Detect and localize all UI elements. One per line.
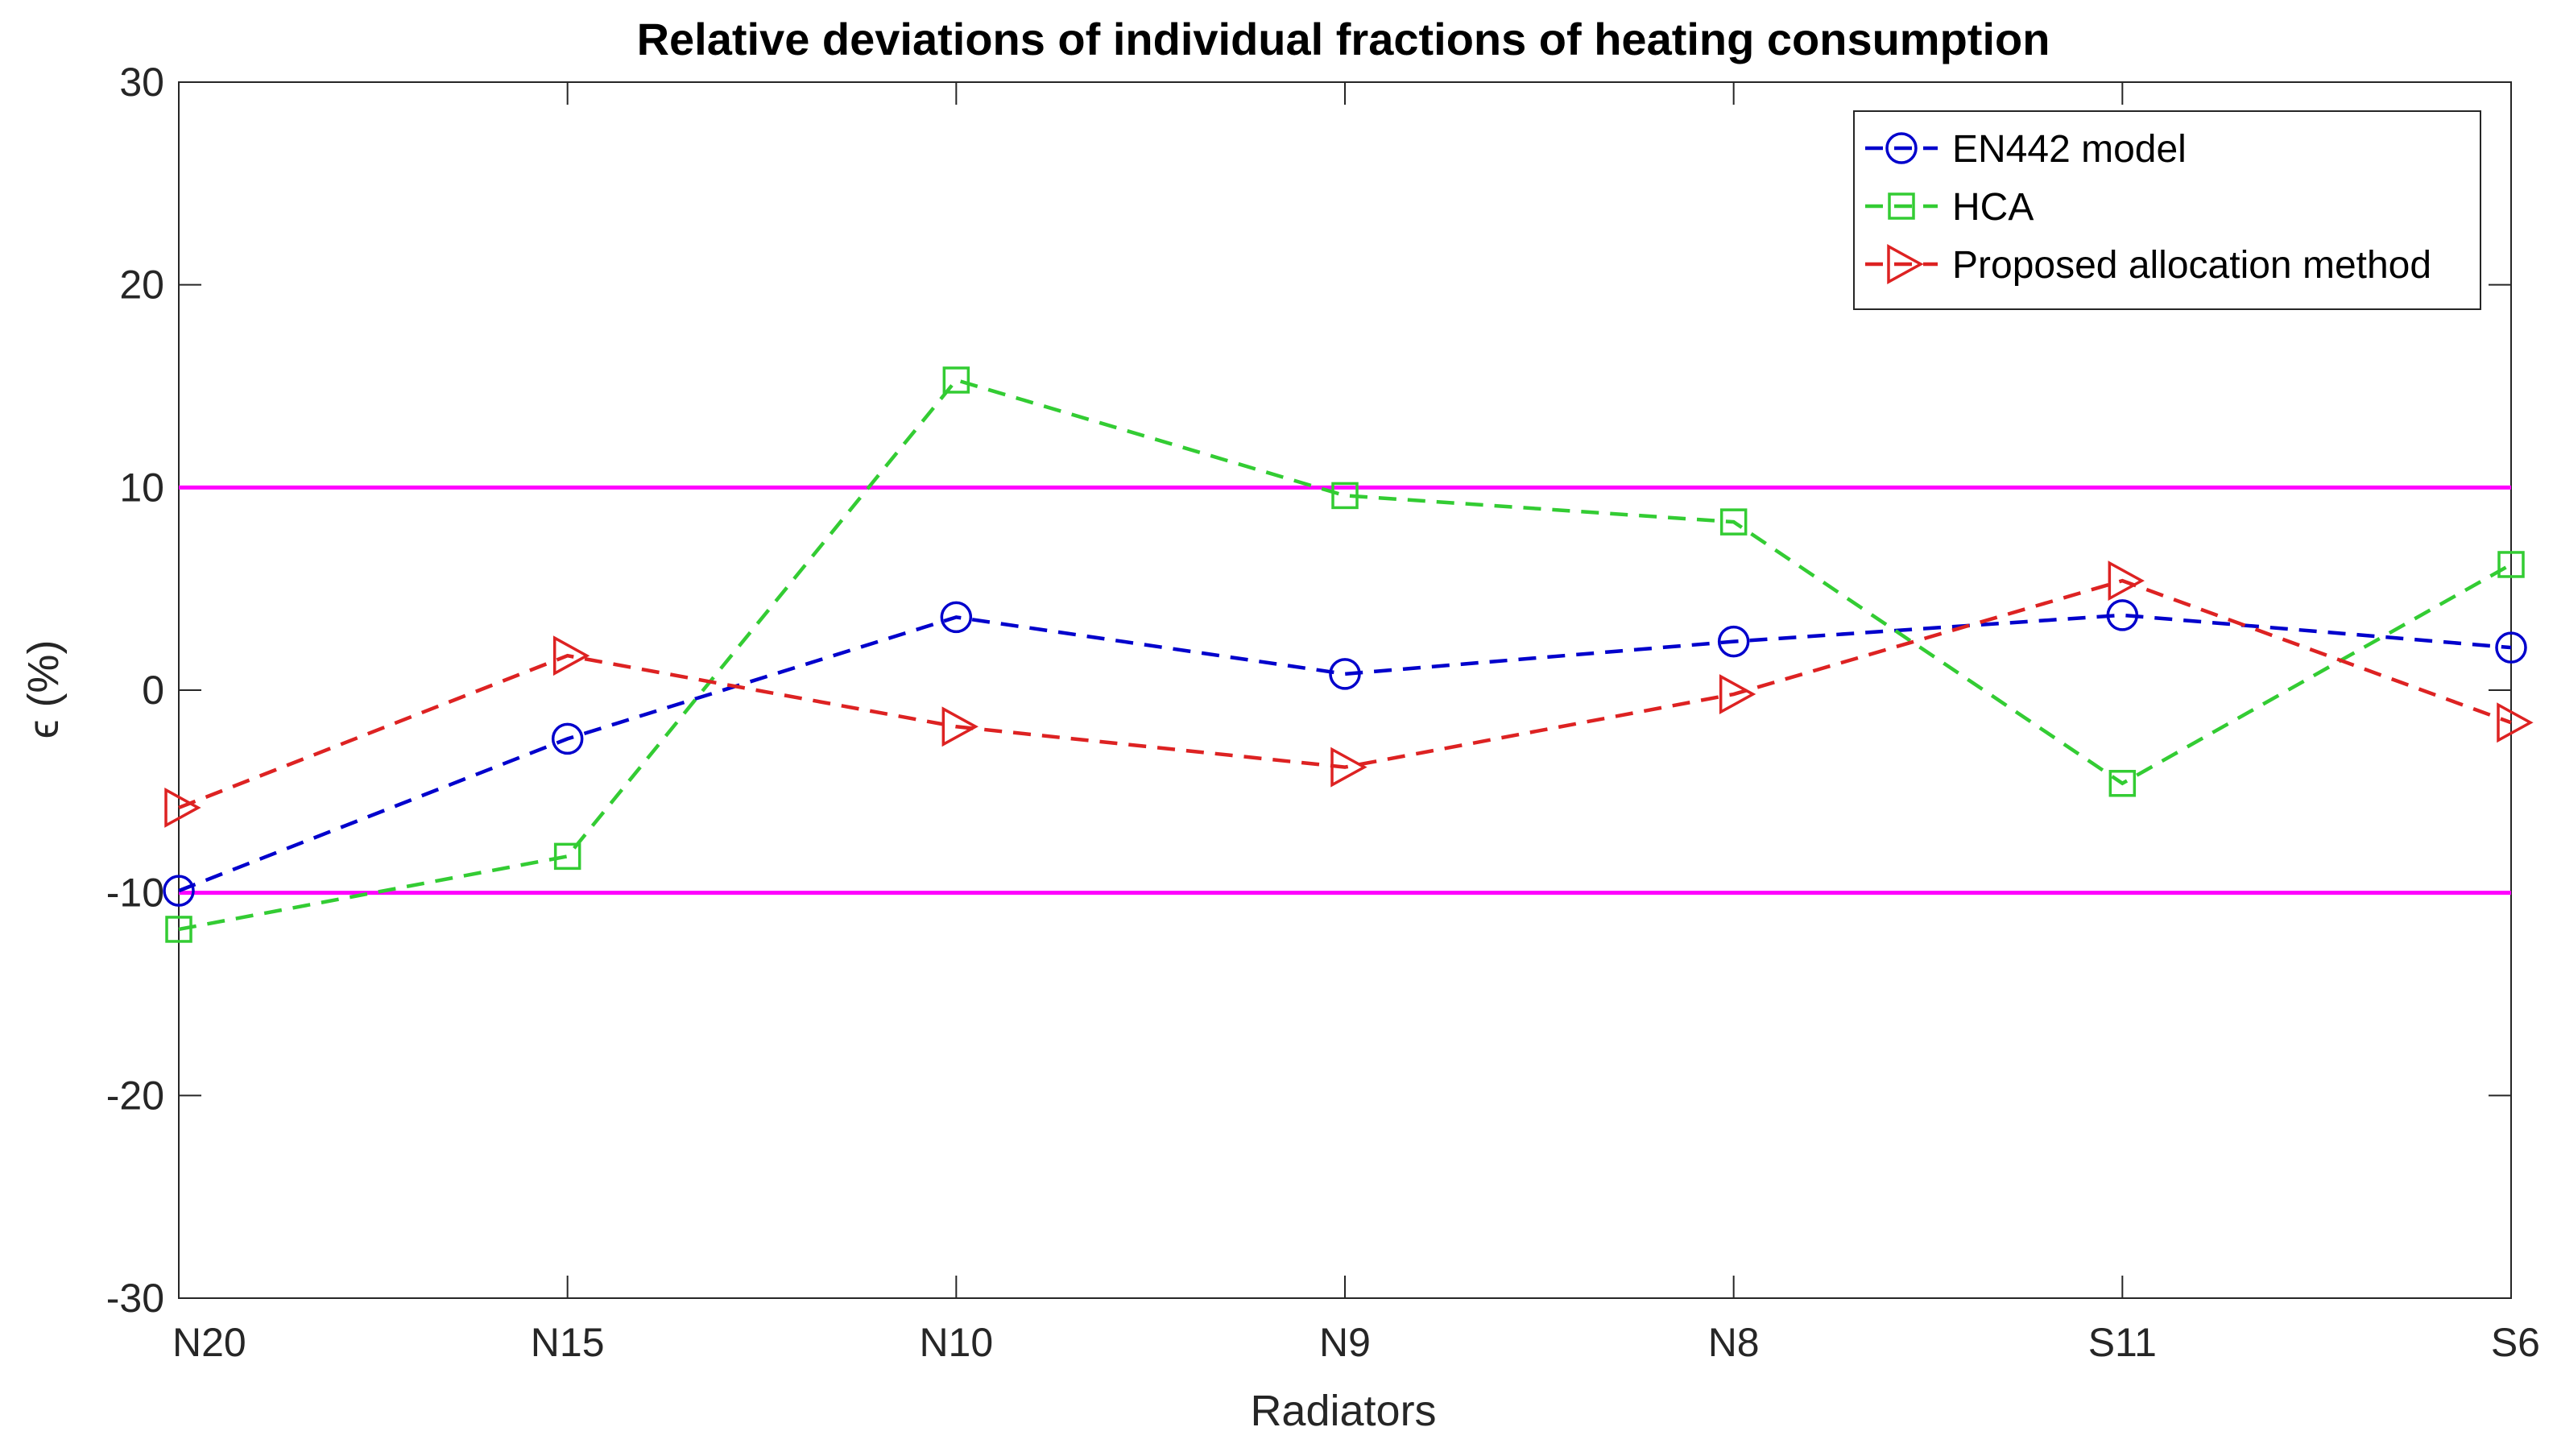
x-tick-label: N10 [919,1320,993,1365]
x-tick-label: S6 [2491,1320,2540,1365]
x-tick-label: N9 [1319,1320,1371,1365]
plot-area: -30 -20 -10 0 10 20 30 N20 N15 N10 N9 N8 S11 S6 [106,60,2540,1365]
data-point-en442-model [1717,625,1750,658]
series-line-en442-model [178,613,2512,893]
data-point-hca [1331,482,1359,510]
legend-box [1853,110,2481,310]
data-point-proposed-allocation-method [941,706,979,747]
y-tick-label: -30 [106,1276,164,1321]
y-tick-label: -10 [106,871,164,916]
data-point-proposed-allocation-method [1330,747,1367,788]
data-point-hca [1719,508,1748,536]
data-point-proposed-allocation-method [2497,702,2534,743]
y-axis-label: ϵ (%) [19,640,68,739]
x-tick-label: S11 [2088,1320,2157,1365]
data-point-en442-model [163,875,195,907]
data-point-hca [2497,551,2525,578]
y-tick-label: 20 [119,263,164,308]
data-point-en442-model [2106,599,2139,631]
data-point-proposed-allocation-method [1719,674,1756,714]
data-point-en442-model [2495,631,2527,664]
chart-title: Relative deviations of individual fracti… [637,14,2050,64]
legend-marker-hca [1888,192,1915,220]
y-tick-label: 0 [142,668,164,713]
data-point-hca [165,916,192,943]
x-tick-label: N20 [172,1320,246,1365]
data-point-en442-model [940,601,973,634]
data-point-en442-model [551,722,584,755]
x-axis-label: Radiators [1250,1387,1436,1435]
data-point-hca [942,366,970,394]
data-point-proposed-allocation-method [164,788,201,828]
legend: EN442 model HCA Proposed allocation method [1853,110,2481,310]
data-point-proposed-allocation-method [2108,560,2145,602]
y-tick-label: -20 [106,1073,164,1118]
legend-marker-en442-model [1885,132,1918,164]
x-tick-label: N8 [1708,1320,1760,1365]
data-point-proposed-allocation-method [552,635,590,676]
data-point-en442-model [1329,658,1361,690]
legend-label-proposed-allocation-method: Proposed allocation method [1952,244,2431,287]
legend-marker-proposed-allocation-method [1887,244,1924,284]
legend-label-en442-model: EN442 model [1952,128,2187,171]
series-line-hca [178,378,2513,932]
data-point-hca [553,842,581,871]
y-tick-label: 10 [119,465,164,510]
y-tick-label: 30 [119,60,164,105]
legend-label-hca: HCA [1952,186,2034,229]
x-tick-label: N15 [531,1320,605,1365]
data-point-hca [2108,770,2137,797]
series-line-proposed-allocation-method [178,578,2512,810]
